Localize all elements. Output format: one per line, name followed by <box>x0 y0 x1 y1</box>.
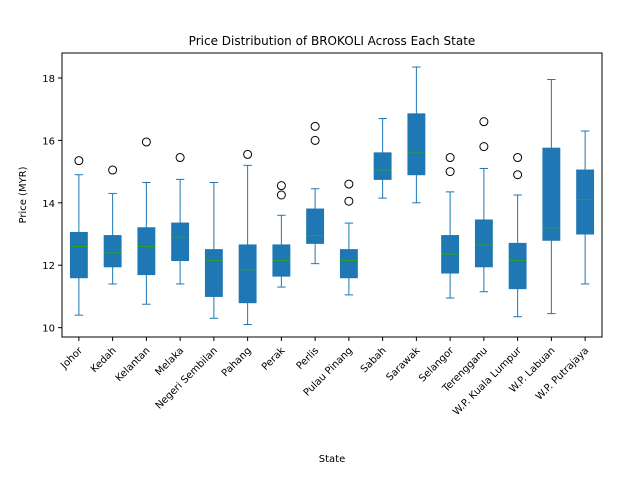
box-group-w-p-kuala-lumpur <box>508 153 527 318</box>
iqr-box <box>171 222 190 262</box>
y-axis: 10 12 14 16 18 <box>42 74 62 335</box>
outlier-point <box>310 135 320 145</box>
x-axis-label: State <box>319 454 345 465</box>
outlier-point <box>141 137 151 147</box>
iqr-box <box>204 249 223 297</box>
outlier-point <box>445 153 455 163</box>
box-group-johor <box>69 156 88 316</box>
outlier-point <box>479 117 489 127</box>
box-group-w-p-putrajaya <box>576 130 595 285</box>
outlier-point <box>344 179 354 189</box>
y-axis-label: Price (MYR) <box>18 166 29 223</box>
outlier-point <box>344 196 354 206</box>
box-group-w-p-labuan <box>542 79 561 315</box>
outlier-point <box>175 153 185 163</box>
outlier-point <box>74 156 84 166</box>
y-tick-label: 18 <box>42 74 55 85</box>
box-group-kedah <box>103 165 122 285</box>
y-tick-label: 14 <box>42 199 55 210</box>
outlier-point <box>276 181 286 191</box>
outlier-point <box>445 167 455 177</box>
box-group-perak <box>272 181 291 288</box>
y-tick-label: 12 <box>42 261 55 272</box>
outlier-point <box>243 149 253 159</box>
box-group-terengganu <box>474 117 493 293</box>
iqr-box <box>474 219 493 268</box>
iqr-box <box>339 249 358 279</box>
box-group-pahang <box>238 149 257 326</box>
outlier-point <box>513 153 523 163</box>
iqr-box <box>238 244 257 304</box>
iqr-box <box>103 235 122 268</box>
box-group-selangor <box>441 153 460 299</box>
chart-title: Price Distribution of BROKOLI Across Eac… <box>189 34 476 48</box>
iqr-box <box>373 152 392 180</box>
outlier-point <box>513 170 523 180</box>
iqr-box <box>137 227 156 276</box>
iqr-box <box>542 147 561 241</box>
outlier-point <box>108 165 118 175</box>
y-tick-label: 10 <box>42 324 55 335</box>
outlier-point <box>276 190 286 200</box>
box-group-pulau-pinang <box>339 179 358 296</box>
iqr-box <box>306 208 325 244</box>
iqr-box <box>576 169 595 235</box>
box-group-kelantan <box>137 137 156 305</box>
iqr-box <box>407 113 426 176</box>
outlier-point <box>310 121 320 131</box>
iqr-box <box>69 231 88 279</box>
plot-area <box>69 66 595 326</box>
outlier-point <box>479 142 489 152</box>
box-group-perlis <box>306 121 325 265</box>
iqr-box <box>508 242 527 290</box>
y-tick-label: 16 <box>42 136 55 147</box>
box-group-melaka <box>171 153 190 285</box>
box-group-sabah <box>373 118 392 199</box>
plot-frame <box>61 52 603 338</box>
box-group-sarawak <box>407 66 426 204</box>
box-group-negeri-sembilan <box>204 182 223 319</box>
